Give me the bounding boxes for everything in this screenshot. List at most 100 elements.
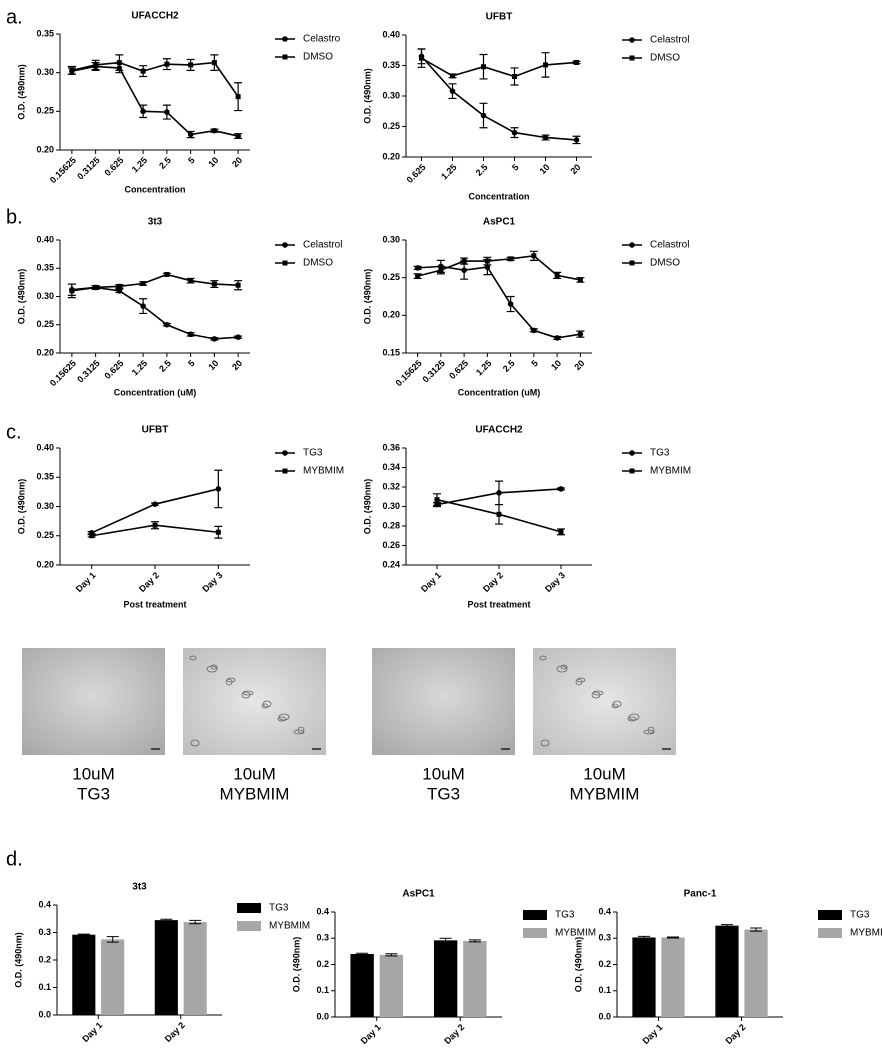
y-tick-label: 0.2 <box>316 959 329 969</box>
y-tick-label: 0.0 <box>316 1011 329 1021</box>
x-tick-label: Day 3 <box>200 570 224 594</box>
y-tick-label: 0.3 <box>316 933 329 943</box>
x-axis-label: Post treatment <box>467 599 530 609</box>
y-tick-label: 0.25 <box>382 121 400 131</box>
y-tick-label: 0.20 <box>382 151 400 161</box>
legend-label: TG3 <box>303 448 323 459</box>
x-tick-label: 10 <box>206 155 220 169</box>
legend-marker <box>629 450 635 456</box>
legend-label: Celastrol <box>650 240 689 251</box>
marker <box>461 267 467 273</box>
x-tick-label: 20 <box>568 162 582 176</box>
legend-label: TG3 <box>269 903 289 914</box>
y-axis-label: O.D. (490nm) <box>16 269 26 325</box>
x-tick-label: Day 2 <box>724 1022 748 1046</box>
legend-label: Celastrol <box>303 240 342 251</box>
series-line <box>421 57 577 78</box>
marker <box>414 265 421 271</box>
marker <box>140 108 146 115</box>
x-tick-label: 0.15625 <box>394 358 424 388</box>
error-bar <box>468 939 481 943</box>
panel-label: b. <box>6 206 23 228</box>
marker <box>187 131 194 138</box>
micrograph <box>372 648 515 755</box>
y-axis-label: O.D. (490nm) <box>16 479 26 535</box>
marker <box>187 331 194 338</box>
x-tick-label: 2.5 <box>501 358 517 374</box>
y-tick-label: 0.20 <box>382 310 400 320</box>
y-tick-label: 0.3 <box>38 927 51 937</box>
x-tick-label: Day 2 <box>481 570 505 594</box>
x-tick-label: 2.5 <box>157 358 173 374</box>
error-bar <box>189 919 202 925</box>
y-axis-label: O.D. (490nm) <box>291 937 301 993</box>
bar <box>632 937 656 1017</box>
caption: 10uM <box>422 764 465 783</box>
marker <box>164 109 170 115</box>
legend-label: MYBMIM <box>303 466 344 477</box>
cell <box>576 677 586 683</box>
legend-label: Celastro <box>303 34 341 45</box>
x-tick-label: 5 <box>186 358 197 369</box>
y-tick-label: 0.1 <box>598 985 611 995</box>
chart-title: UFBT <box>142 425 169 436</box>
cell <box>612 700 622 708</box>
marker <box>573 137 580 143</box>
x-tick-label: 0.3125 <box>420 358 447 385</box>
y-tick-label: 0.30 <box>36 67 54 77</box>
marker <box>164 271 170 277</box>
y-tick-label: 0.0 <box>38 1009 51 1019</box>
caption: 10uM <box>583 764 626 783</box>
cell <box>189 655 197 661</box>
series-line <box>71 65 239 137</box>
marker <box>554 272 560 278</box>
x-tick-label: Day 2 <box>163 1020 187 1044</box>
marker <box>554 335 560 341</box>
x-tick-label: 5 <box>529 358 540 369</box>
marker <box>235 133 241 139</box>
y-axis-label: O.D. (490nm) <box>362 68 372 124</box>
cell <box>628 713 640 721</box>
marker <box>512 73 517 79</box>
marker <box>531 253 537 259</box>
x-tick-label: 0.3125 <box>75 155 102 182</box>
marker <box>140 303 146 309</box>
legend-label: DMSO <box>650 258 680 269</box>
caption: 10uM <box>233 764 276 783</box>
marker <box>89 533 95 539</box>
legend-label: DMSO <box>303 258 333 269</box>
x-tick-label: 0.3125 <box>75 358 102 385</box>
panel-label: a. <box>6 6 23 28</box>
legend-marker <box>629 260 635 266</box>
y-tick-label: 0.35 <box>382 60 400 70</box>
x-tick-label: Day 1 <box>641 1022 665 1046</box>
marker <box>415 273 421 279</box>
marker <box>69 288 75 294</box>
cell <box>293 729 305 735</box>
y-tick-label: 0.25 <box>36 319 54 329</box>
cell <box>539 655 547 661</box>
y-axis-label: O.D. (490nm) <box>16 64 26 120</box>
y-tick-label: 0.25 <box>382 272 400 282</box>
y-tick-label: 0.25 <box>36 530 54 540</box>
marker <box>215 529 221 535</box>
marker <box>152 501 158 507</box>
y-tick-label: 0.30 <box>382 90 400 100</box>
marker <box>496 511 502 517</box>
x-tick-label: Day 1 <box>419 570 443 594</box>
legend-label: TG3 <box>555 910 575 921</box>
legend-marker <box>629 37 635 43</box>
caption: MYBMIM <box>220 784 290 803</box>
marker <box>188 62 194 68</box>
cell <box>242 690 254 696</box>
marker <box>577 277 583 283</box>
y-tick-label: 0.1 <box>316 985 329 995</box>
legend-swatch <box>237 903 261 913</box>
cell <box>226 677 236 683</box>
x-tick-label: Day 3 <box>543 570 567 594</box>
bar <box>744 929 768 1017</box>
cell <box>261 703 269 709</box>
marker <box>69 67 75 73</box>
legend-label: DMSO <box>650 53 680 64</box>
y-tick-label: 0.28 <box>382 520 400 530</box>
